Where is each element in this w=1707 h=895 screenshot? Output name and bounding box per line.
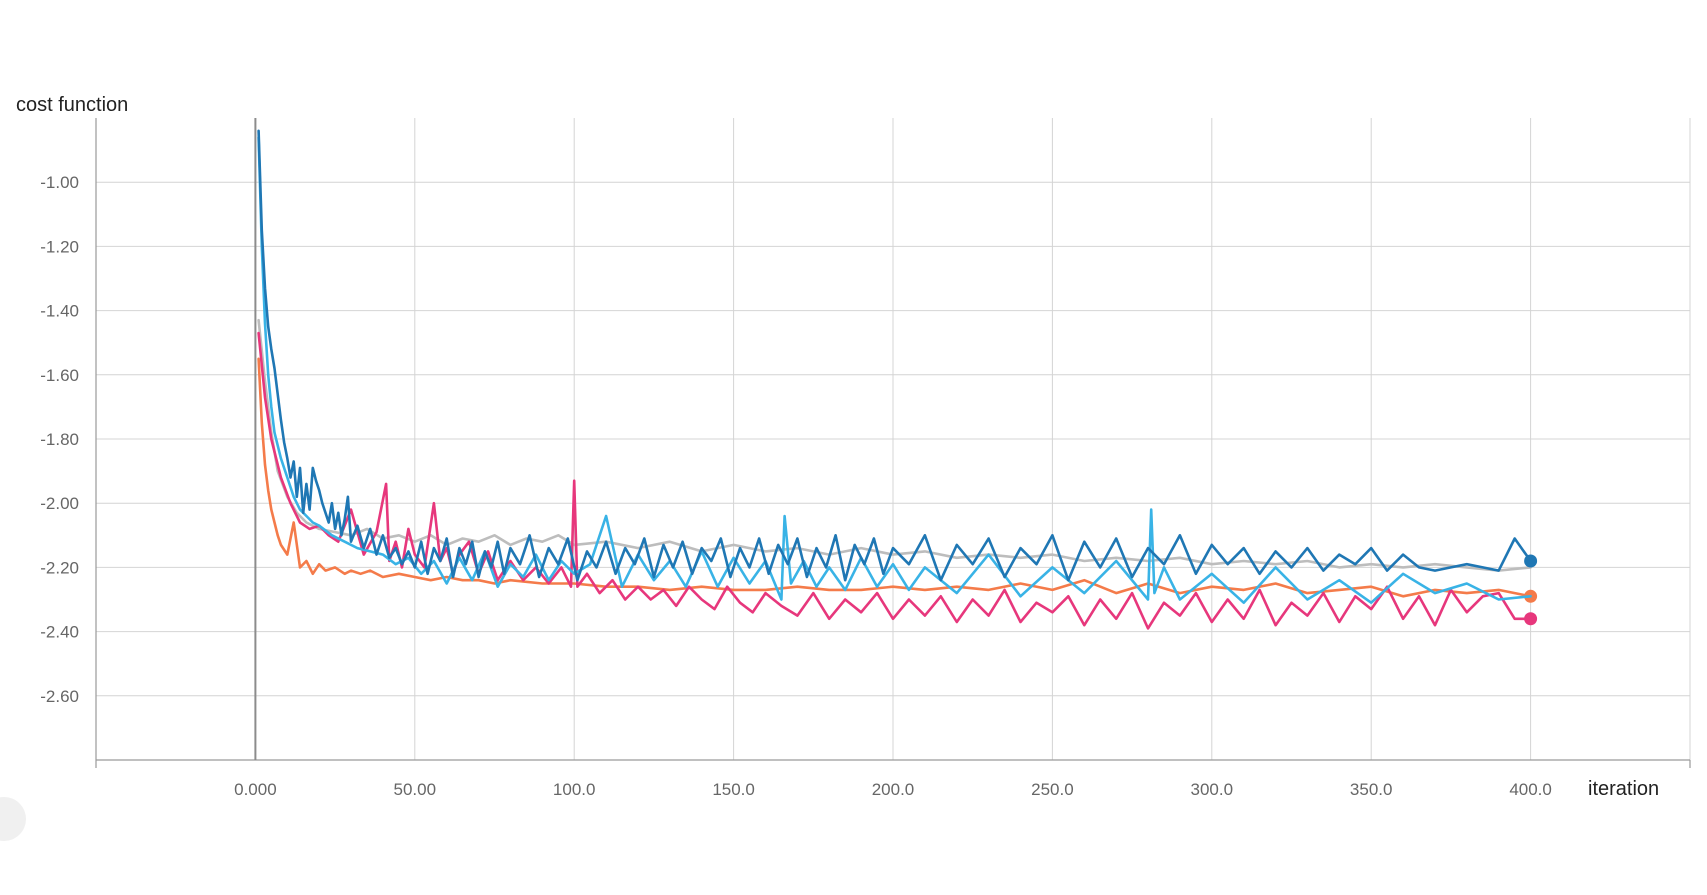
y-tick-label: -1.00 [40,173,79,192]
series-line-3 [257,331,1532,630]
y-tick-label: -1.60 [40,366,79,385]
x-tick-label: 0.000 [234,780,277,799]
x-tick-label: 150.0 [712,780,755,799]
series-line-4 [257,136,1532,605]
series-line-2 [257,357,1532,598]
y-axis-label: cost function [16,94,128,116]
tick-labels: -1.00 -1.20 -1.40 -1.60 -1.80 -2.00 -2.20 -2.40… [40,173,1552,799]
series-line-1 [257,318,1532,572]
y-tick-label: -2.00 [40,494,79,513]
x-tick-label: 300.0 [1191,780,1234,799]
series-end-point-3 [1524,612,1538,626]
x-tick-label: 100.0 [553,780,596,799]
y-tick-label: -2.40 [40,623,79,642]
x-tick-label: 200.0 [872,780,915,799]
y-tick-label: -1.20 [40,237,79,256]
y-tick-label: -2.20 [40,558,79,577]
x-tick-label: 50.00 [394,780,437,799]
y-tick-label: -2.60 [40,687,79,706]
x-tick-label: 250.0 [1031,780,1074,799]
series-lines [257,129,1538,630]
y-tick-label: -1.40 [40,302,79,321]
axes [95,118,1691,768]
grid [95,118,1691,760]
x-axis-label: iteration [1588,778,1659,800]
x-tick-label: 400.0 [1509,780,1552,799]
series-end-point-5 [1524,554,1538,568]
series-line-5 [257,129,1532,582]
y-tick-label: -1.80 [40,430,79,449]
x-tick-label: 350.0 [1350,780,1393,799]
